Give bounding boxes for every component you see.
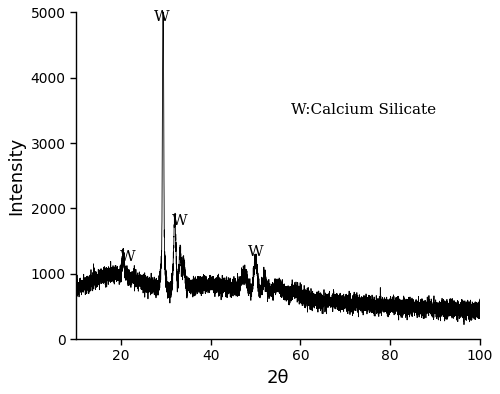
Text: W: W — [120, 250, 136, 264]
Text: W:Calcium Silicate: W:Calcium Silicate — [292, 104, 436, 117]
Text: W: W — [172, 214, 188, 228]
X-axis label: 2θ: 2θ — [266, 369, 289, 387]
Y-axis label: Intensity: Intensity — [7, 137, 25, 215]
Text: W: W — [154, 9, 170, 24]
Text: W: W — [248, 245, 264, 259]
